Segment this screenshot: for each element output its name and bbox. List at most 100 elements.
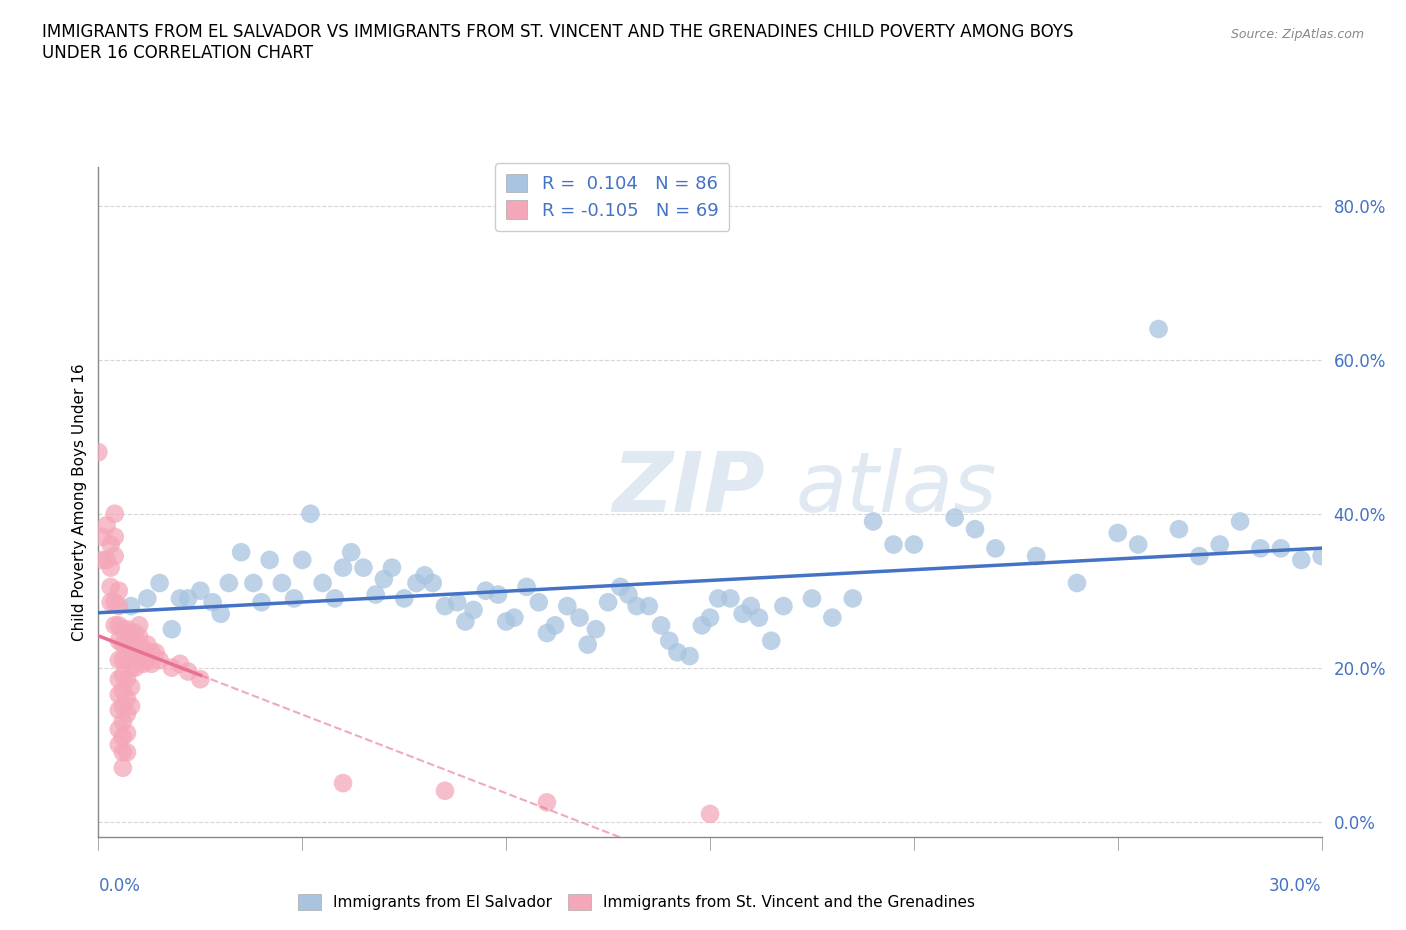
Point — [1229, 514, 1251, 529]
Point — [128, 630, 150, 644]
Point — [111, 761, 134, 776]
Point — [111, 684, 134, 698]
Point — [177, 664, 200, 679]
Point — [100, 538, 122, 552]
Point — [650, 618, 672, 632]
Point — [536, 626, 558, 641]
Point — [299, 506, 322, 521]
Point — [1066, 576, 1088, 591]
Point — [115, 622, 138, 637]
Point — [609, 579, 631, 594]
Point — [1249, 541, 1271, 556]
Point — [115, 707, 138, 722]
Point — [128, 649, 150, 664]
Point — [169, 591, 191, 605]
Point — [108, 633, 131, 648]
Point — [111, 698, 134, 713]
Point — [120, 698, 142, 713]
Point — [463, 603, 485, 618]
Text: 0.0%: 0.0% — [98, 877, 141, 896]
Point — [259, 552, 281, 567]
Point — [392, 591, 416, 605]
Point — [1270, 541, 1292, 556]
Point — [434, 783, 457, 798]
Point — [149, 653, 172, 668]
Point — [516, 579, 538, 594]
Point — [495, 614, 517, 629]
Text: atlas: atlas — [796, 448, 997, 529]
Point — [120, 599, 142, 614]
Point — [434, 599, 457, 614]
Point — [943, 511, 966, 525]
Point — [772, 599, 794, 614]
Point — [128, 618, 150, 632]
Point — [984, 541, 1007, 556]
Point — [405, 576, 427, 591]
Point — [242, 576, 264, 591]
Point — [364, 587, 387, 602]
Point — [115, 637, 138, 652]
Point — [141, 644, 163, 659]
Point — [132, 641, 155, 656]
Point — [340, 545, 363, 560]
Point — [637, 599, 661, 614]
Point — [474, 583, 498, 598]
Point — [160, 622, 183, 637]
Point — [91, 552, 114, 567]
Point — [381, 560, 404, 575]
Point — [585, 622, 607, 637]
Point — [598, 595, 620, 610]
Point — [111, 745, 134, 760]
Point — [100, 595, 122, 610]
Point — [503, 610, 526, 625]
Point — [96, 518, 118, 533]
Point — [108, 671, 131, 686]
Point — [555, 599, 579, 614]
Text: Source: ZipAtlas.com: Source: ZipAtlas.com — [1230, 28, 1364, 41]
Point — [544, 618, 567, 632]
Point — [617, 587, 640, 602]
Point — [218, 576, 240, 591]
Point — [323, 591, 346, 605]
Text: 30.0%: 30.0% — [1270, 877, 1322, 896]
Point — [312, 576, 335, 591]
Point — [821, 610, 844, 625]
Point — [1310, 549, 1333, 564]
Point — [862, 514, 884, 529]
Point — [111, 729, 134, 744]
Point — [136, 637, 159, 652]
Point — [111, 653, 134, 668]
Point — [666, 644, 689, 659]
Point — [373, 572, 395, 587]
Point — [141, 657, 163, 671]
Point — [104, 595, 127, 610]
Point — [422, 576, 444, 591]
Point — [527, 595, 550, 610]
Point — [108, 599, 131, 614]
Point — [132, 657, 155, 671]
Point — [91, 529, 114, 544]
Point — [332, 560, 354, 575]
Point — [108, 737, 131, 752]
Point — [718, 591, 742, 605]
Point — [115, 725, 138, 740]
Point — [87, 445, 110, 459]
Point — [104, 549, 127, 564]
Point — [136, 653, 159, 668]
Point — [111, 668, 134, 683]
Point — [454, 614, 477, 629]
Point — [699, 806, 721, 821]
Point — [209, 606, 232, 621]
Point — [108, 653, 131, 668]
Point — [536, 795, 558, 810]
Point — [413, 568, 436, 583]
Point — [903, 538, 925, 552]
Text: IMMIGRANTS FROM EL SALVADOR VS IMMIGRANTS FROM ST. VINCENT AND THE GRENADINES CH: IMMIGRANTS FROM EL SALVADOR VS IMMIGRANT… — [42, 23, 1074, 62]
Point — [100, 579, 122, 594]
Point — [115, 691, 138, 706]
Point — [658, 633, 681, 648]
Point — [626, 599, 648, 614]
Point — [965, 522, 987, 537]
Point — [748, 610, 770, 625]
Y-axis label: Child Poverty Among Boys Under 16: Child Poverty Among Boys Under 16 — [72, 364, 87, 641]
